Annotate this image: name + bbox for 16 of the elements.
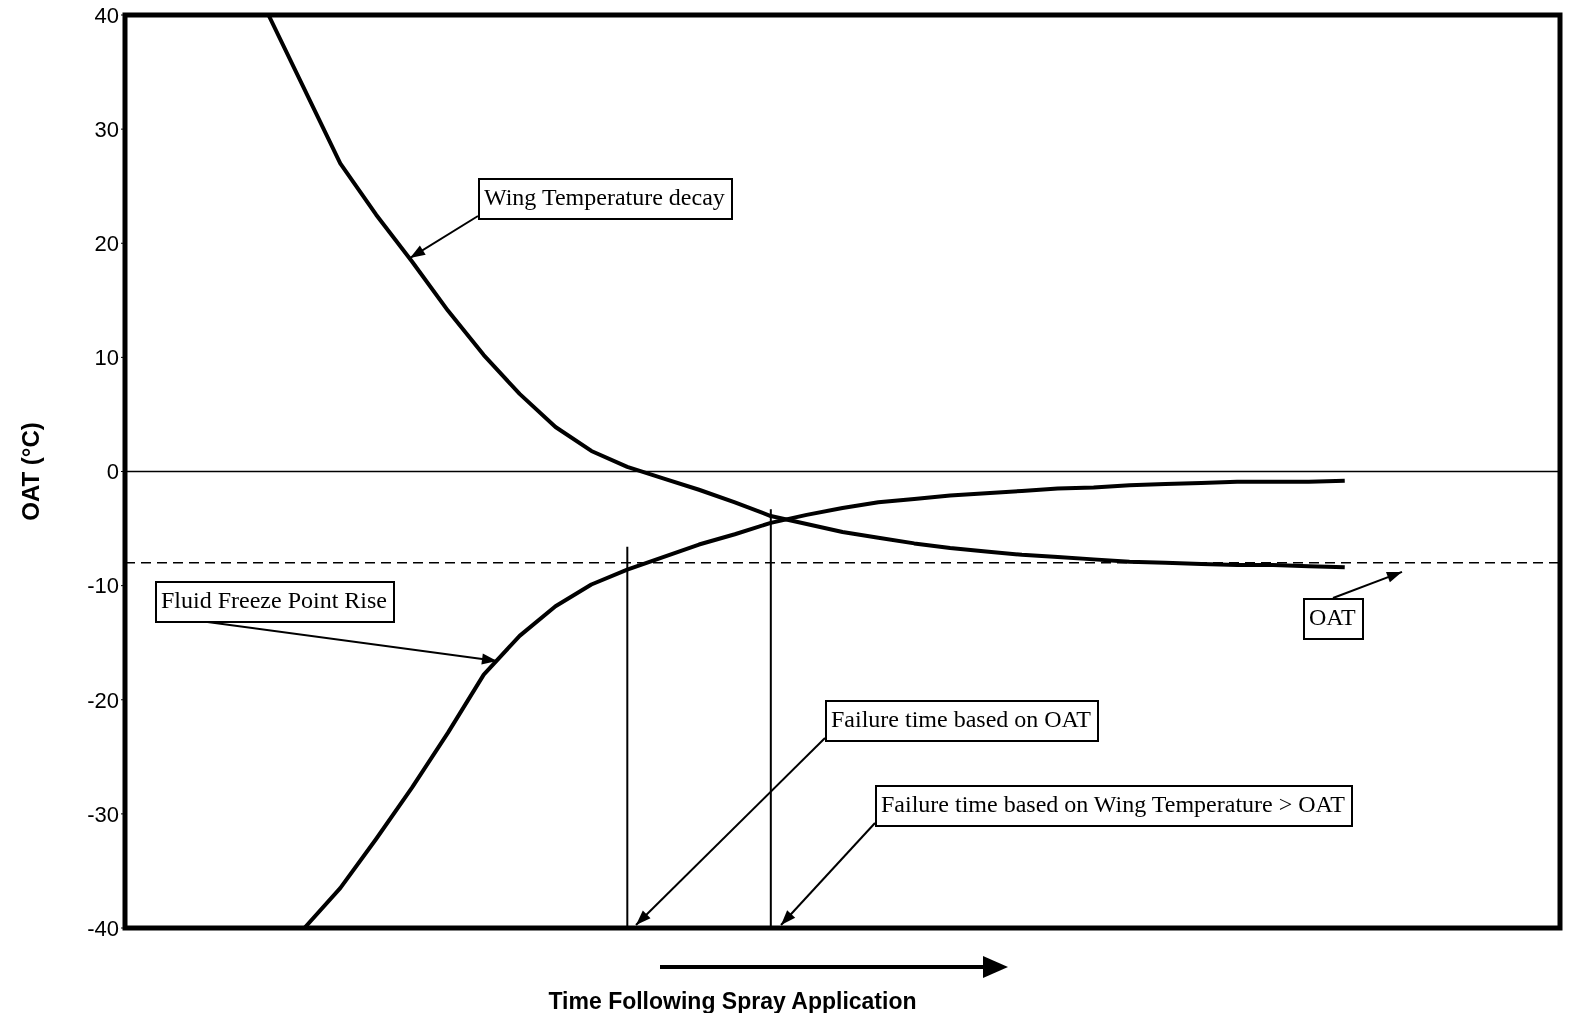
annotation: Wing Temperature decay bbox=[478, 178, 733, 220]
y-tick-label: -10 bbox=[87, 573, 119, 599]
annotation: Failure time based on Wing Temperature > OAT bbox=[875, 785, 1353, 827]
y-tick-label: 30 bbox=[94, 116, 119, 142]
y-tick-label: 20 bbox=[94, 231, 119, 257]
annotation: Failure time based on OAT bbox=[825, 700, 1099, 742]
annotation: OAT bbox=[1303, 598, 1364, 640]
y-tick-label: -40 bbox=[87, 915, 119, 941]
x-axis-title: Time Following Spray Application bbox=[548, 988, 917, 1014]
y-axis-title: OAT (°C) bbox=[16, 422, 44, 521]
y-tick-label: -20 bbox=[87, 687, 119, 713]
y-tick-label: 40 bbox=[94, 2, 119, 28]
y-tick-label: 0 bbox=[106, 459, 119, 485]
y-tick-label: 10 bbox=[94, 345, 119, 371]
annotation: Fluid Freeze Point Rise bbox=[155, 581, 395, 623]
y-tick-label: -30 bbox=[87, 801, 119, 827]
